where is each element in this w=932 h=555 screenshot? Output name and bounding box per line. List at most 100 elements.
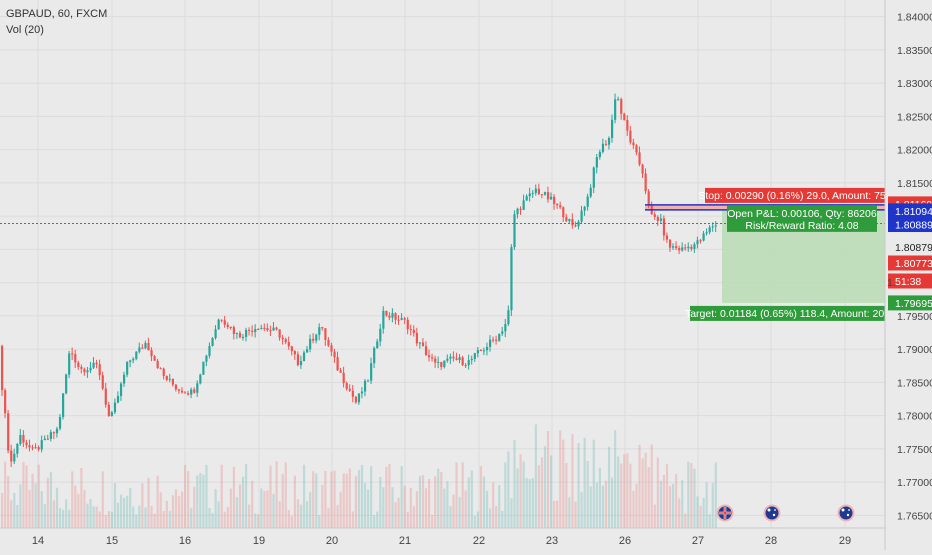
pnl-label-text: Risk/Reward Ratio: 4.08 — [745, 220, 858, 232]
volume-bar — [132, 506, 135, 528]
volume-bar — [113, 483, 117, 528]
volume-bar — [424, 488, 428, 528]
volume-bar — [1, 492, 4, 528]
volume-bar — [434, 476, 437, 528]
volume-bar — [580, 491, 583, 528]
candle-body — [665, 235, 669, 240]
candle-body — [138, 347, 141, 352]
candle-body — [553, 196, 556, 204]
volume-bar — [266, 490, 269, 528]
candle-body — [528, 193, 531, 197]
candle-body — [644, 173, 647, 192]
volume-bar — [159, 492, 162, 528]
volume-bar — [635, 483, 638, 528]
volume-bar — [31, 473, 34, 528]
candle-body — [492, 339, 495, 341]
candle-body — [400, 318, 403, 320]
volume-bar — [489, 508, 492, 528]
volume-bar — [394, 502, 397, 528]
candle-body — [254, 329, 257, 333]
candle-body — [95, 362, 98, 365]
volume-bar — [431, 514, 434, 528]
volume-bar — [251, 480, 254, 528]
volume-bar — [382, 487, 385, 528]
candle-body — [150, 350, 153, 357]
candle-body — [266, 328, 269, 331]
candle-body — [22, 434, 25, 443]
candle-body — [522, 200, 525, 210]
price-axis-label: 1.82000 — [897, 145, 932, 157]
australia-flag-icon[interactable] — [763, 504, 781, 522]
candle-body — [458, 357, 461, 361]
volume-bar — [501, 510, 504, 528]
volume-bar — [101, 471, 104, 528]
volume-bar — [653, 504, 656, 528]
volume-bar — [531, 478, 534, 528]
volume-bar — [83, 489, 86, 528]
candle-body — [193, 389, 196, 393]
candle-body — [241, 336, 245, 338]
volume-bar — [565, 462, 568, 528]
volume-bar — [52, 500, 56, 528]
candle-body — [412, 329, 415, 333]
candle-body — [379, 328, 382, 342]
volume-bar — [107, 511, 110, 528]
time-axis-label: 21 — [399, 535, 411, 547]
uk-flag-icon[interactable] — [716, 504, 734, 522]
time-axis-label: 29 — [839, 535, 851, 547]
candle-body — [89, 367, 92, 371]
candle-body — [58, 417, 62, 429]
volume-bar — [77, 493, 80, 528]
volume-bar — [25, 465, 28, 528]
volume-bar — [623, 454, 626, 528]
candle-body — [562, 207, 565, 218]
australia-flag-icon[interactable] — [837, 504, 855, 522]
candle-body — [113, 402, 117, 413]
candle-body — [71, 353, 74, 355]
candle-body — [98, 364, 101, 376]
candle-body — [235, 333, 239, 335]
candle-body — [531, 192, 534, 194]
volume-bar — [336, 505, 339, 528]
candle-body — [418, 342, 422, 344]
candle-body — [52, 432, 56, 434]
volume-bar — [174, 489, 178, 528]
volume-bar — [513, 439, 516, 528]
volume-bar — [672, 483, 675, 528]
target-label: Target: 0.01184 (0.65%) 118.4, Amount: 2… — [685, 305, 890, 321]
volume-bar — [687, 461, 690, 528]
candle-body — [684, 247, 687, 249]
candle-body — [13, 453, 16, 462]
volume-bar — [290, 515, 293, 528]
volume-bar — [406, 511, 409, 528]
candle-body — [306, 349, 309, 353]
candle-body — [147, 343, 150, 351]
candle-body — [434, 358, 437, 363]
symbol-legend[interactable]: GBPAUD, 60, FXCM — [6, 8, 108, 20]
volume-bar — [40, 491, 43, 528]
volume-bar — [397, 497, 400, 528]
candle-body — [123, 374, 126, 384]
volume-bar — [306, 501, 309, 528]
candle-body — [592, 167, 595, 188]
volume-bar — [330, 471, 333, 528]
volume-bar — [68, 509, 71, 528]
candle-body — [470, 358, 473, 361]
candle-body — [421, 342, 425, 347]
candle-body — [428, 355, 431, 358]
time-axis-label: 16 — [179, 535, 191, 547]
volume-bar — [156, 475, 159, 528]
volume-bar — [153, 513, 156, 528]
volume-bar — [65, 499, 68, 528]
candle-body — [171, 378, 174, 385]
volume-bar — [263, 490, 266, 528]
volume-bar — [260, 488, 263, 528]
candle-body — [321, 327, 324, 329]
volume-bar — [659, 480, 662, 528]
volume-bar — [559, 430, 562, 528]
volume-bar — [226, 506, 229, 528]
candle-body — [394, 313, 397, 320]
volume-legend[interactable]: Vol (20) — [6, 24, 44, 36]
